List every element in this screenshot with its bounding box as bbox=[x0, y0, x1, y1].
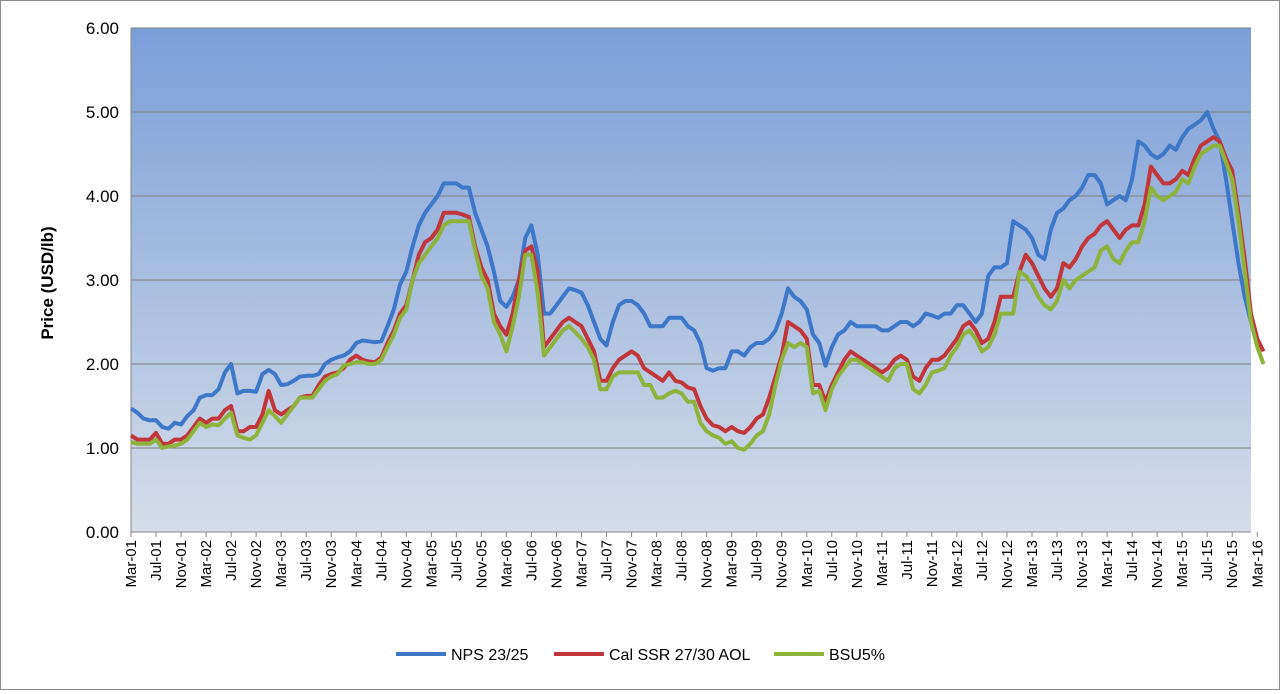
x-tick-label: Jul-02 bbox=[223, 540, 240, 581]
x-tick-label: Nov-03 bbox=[323, 540, 340, 588]
x-tick-label: Mar-15 bbox=[1174, 540, 1191, 588]
legend-label: NPS 23/25 bbox=[451, 647, 528, 664]
x-tick-label: Nov-09 bbox=[774, 540, 791, 588]
x-tick-label: Nov-02 bbox=[248, 540, 265, 588]
x-tick-label: Nov-07 bbox=[624, 540, 641, 588]
x-tick-label: Nov-08 bbox=[699, 540, 716, 588]
x-tick-label: Nov-05 bbox=[473, 540, 490, 588]
series-lines bbox=[129, 110, 1266, 452]
x-tick-label: Mar-03 bbox=[273, 540, 290, 588]
x-tick-label: Mar-02 bbox=[198, 540, 215, 588]
y-axis-label: Price (USD/lb) bbox=[38, 226, 57, 339]
x-tick-label: Nov-04 bbox=[398, 540, 415, 588]
y-tick-label: 0.00 bbox=[86, 523, 119, 542]
x-tick-label: Nov-13 bbox=[1074, 540, 1091, 588]
x-tick-label: Jul-06 bbox=[523, 540, 540, 581]
x-tick-label: Mar-09 bbox=[724, 540, 741, 588]
y-tick-label: 6.00 bbox=[86, 19, 119, 38]
y-tick-label: 3.00 bbox=[86, 271, 119, 290]
x-tick-label: Jul-11 bbox=[899, 540, 916, 580]
x-tick-label: Mar-10 bbox=[799, 540, 816, 588]
y-tick-label: 1.00 bbox=[86, 439, 119, 458]
x-tick-label: Nov-12 bbox=[999, 540, 1016, 588]
x-tick-label: Mar-04 bbox=[348, 540, 365, 588]
x-tick-label: Jul-14 bbox=[1124, 540, 1141, 581]
x-tick-label: Jul-08 bbox=[674, 540, 691, 581]
x-tick-label: Jul-12 bbox=[974, 540, 991, 581]
legend-label: BSU5% bbox=[829, 647, 885, 664]
x-tick-label: Jul-09 bbox=[749, 540, 766, 581]
x-tick-label: Jul-03 bbox=[298, 540, 315, 581]
x-tick-label: Mar-13 bbox=[1024, 540, 1041, 588]
series-line-0 bbox=[129, 110, 1253, 431]
x-tick-label: Mar-12 bbox=[949, 540, 966, 588]
x-tick-label: Jul-05 bbox=[448, 540, 465, 581]
x-tick-label: Mar-08 bbox=[649, 540, 666, 588]
series-line-2 bbox=[130, 143, 1266, 452]
grid-lines bbox=[131, 27, 1251, 449]
x-tick-label: Mar-16 bbox=[1249, 540, 1266, 588]
x-tick-label: Mar-14 bbox=[1099, 540, 1116, 588]
x-tick-label: Mar-07 bbox=[574, 540, 591, 588]
y-tick-label: 5.00 bbox=[86, 103, 119, 122]
x-axis: Mar-01 Jul-01 Nov-01 Mar-02 Jul-02 Nov-02 Mar-… bbox=[123, 531, 1266, 588]
x-tick-label: Nov-06 bbox=[548, 540, 565, 588]
x-tick-label: Mar-11 bbox=[874, 540, 891, 586]
x-tick-label: Nov-15 bbox=[1224, 540, 1241, 588]
x-tick-label: Jul-10 bbox=[824, 540, 841, 581]
x-tick-label: Nov-14 bbox=[1149, 540, 1166, 588]
legend: NPS 23/25 Cal SSR 27/30 AOL BSU5% bbox=[396, 647, 885, 664]
y-tick-label: 4.00 bbox=[86, 187, 119, 206]
legend-label: Cal SSR 27/30 AOL bbox=[609, 647, 751, 664]
x-tick-label: Jul-13 bbox=[1049, 540, 1066, 581]
series-line-1 bbox=[129, 135, 1266, 446]
x-tick-label: Mar-05 bbox=[423, 540, 440, 588]
x-tick-label: Nov-11 bbox=[924, 540, 941, 587]
x-tick-label: Mar-01 bbox=[123, 540, 140, 588]
x-tick-label: Jul-01 bbox=[148, 540, 165, 581]
x-tick-label: Nov-10 bbox=[849, 540, 866, 588]
x-tick-label: Nov-01 bbox=[173, 540, 190, 588]
x-tick-label: Jul-04 bbox=[373, 540, 390, 581]
x-tick-label: Jul-15 bbox=[1199, 540, 1216, 581]
x-tick-label: Mar-06 bbox=[498, 540, 515, 588]
x-tick-label: Jul-07 bbox=[599, 540, 616, 581]
y-axis: 0.00 1.00 2.00 3.00 4.00 5.00 6.00 bbox=[86, 19, 132, 542]
y-tick-label: 2.00 bbox=[86, 355, 119, 374]
